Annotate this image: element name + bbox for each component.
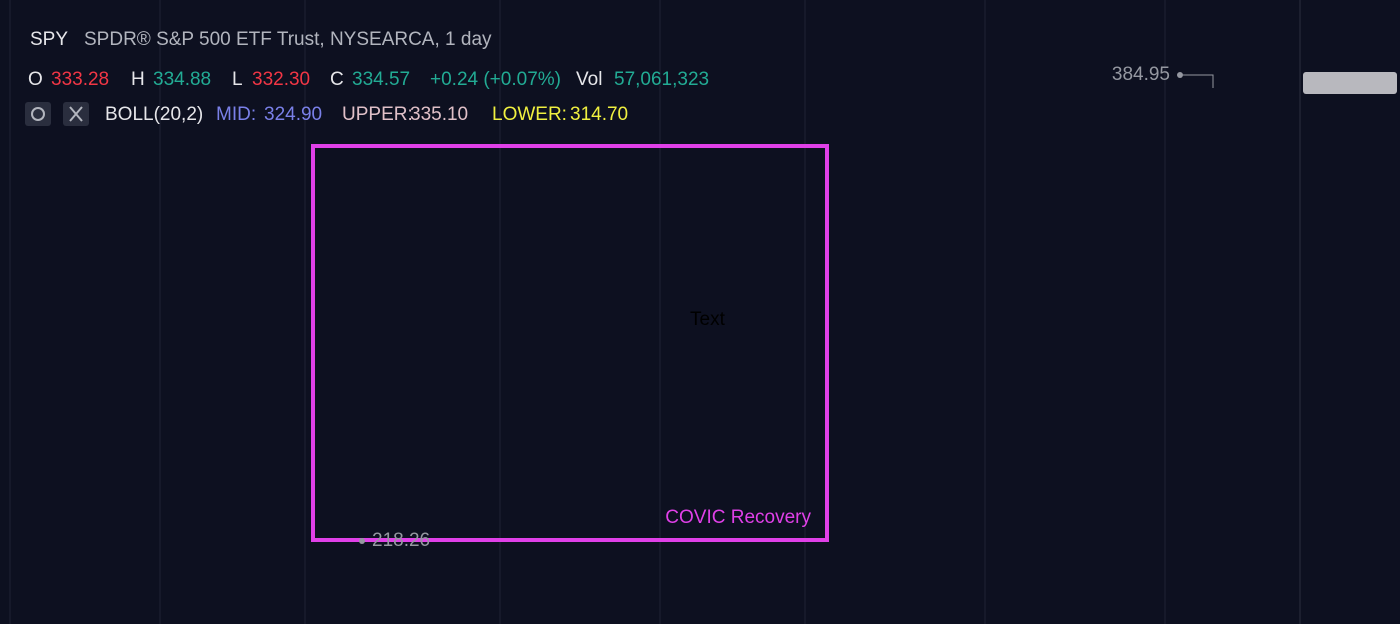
h-value: 334.88 [153,69,211,90]
annotation-box [311,144,829,542]
o-value: 333.28 [51,69,109,90]
h-label: H [131,69,145,90]
o-label: O [28,69,43,90]
change: +0.24 (+0.07%) [430,69,561,90]
low-label: 218.26 [372,530,430,551]
mid-value: 324.90 [264,104,322,125]
lower-value: 314.70 [570,104,628,125]
legend: SPY SPDR® S&P 500 ETF Trust, NYSEARCA, 1… [25,29,709,126]
low-dot [359,538,365,544]
note: Text [690,309,726,330]
high-dot [1177,72,1183,78]
settings-icon [31,107,45,121]
indicator: BOLL(20,2) [105,104,203,125]
box-label: COVIC Recovery [665,507,811,528]
vertical-grid [9,0,1166,624]
lower-label: LOWER: [492,104,567,125]
c-label: C [330,69,344,90]
c-value: 334.57 [352,69,410,90]
high-connector [1183,74,1214,88]
mid-label: MID: [216,104,256,125]
settings-button[interactable] [25,102,51,126]
high-label: 384.95 [1112,64,1170,85]
remove-icon [69,106,83,122]
vol-label: Vol [576,69,602,90]
symbol: SPY [30,29,68,50]
l-label: L [232,69,243,90]
l-value: 332.30 [252,69,310,90]
gray-price-tag [1303,72,1397,94]
vol-value: 57,061,323 [614,69,709,90]
upper-value: 335.10 [410,104,468,125]
upper-label: UPPER: [342,104,413,125]
symbol-name: SPDR® S&P 500 ETF Trust, NYSEARCA, 1 day [84,29,492,50]
